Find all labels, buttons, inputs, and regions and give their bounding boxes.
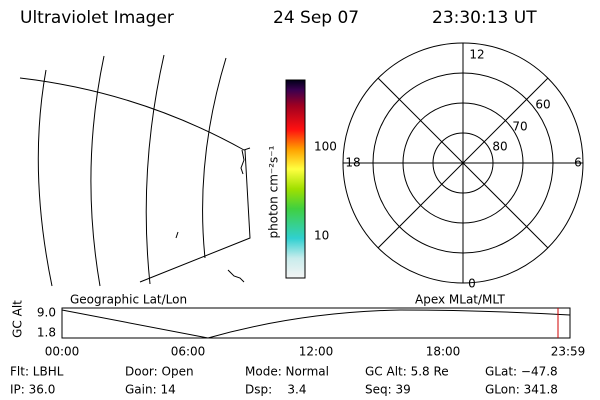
altitude-axis-label: GC Alt [11,300,25,338]
status-field: Seq: 39 [365,383,411,397]
mlt-label: 0 [468,277,476,291]
colorbar-tick: 100 [314,140,337,154]
time: 23:30:13 UT [432,8,537,28]
x-tick-label: 06:00 [171,345,206,359]
y-tick-label: 1.8 [37,326,56,340]
status-panel: Flt: LBHL Door: Open Mode: Normal GC Alt: 5… [10,365,558,397]
status-field: IP: 36.0 [10,383,55,397]
polar-label: Apex MLat/MLT [415,293,505,307]
map-label: Geographic Lat/Lon [70,293,187,307]
status-field: GC Alt: 5.8 Re [365,365,449,379]
title: Ultraviolet Imager [20,8,174,28]
polar-grid [342,42,584,284]
mlt-label: 18 [345,156,360,170]
status-field: GLon: 341.8 [485,383,558,397]
mlt-label: 12 [469,48,484,62]
status-field: Gain: 14 [125,383,176,397]
geographic-map [19,54,251,287]
altitude-curve [61,309,571,339]
status-field: Door: Open [125,365,194,379]
x-tick-label: 23:59 [551,345,586,359]
colorbar-label: photon cm⁻²s⁻¹ [267,145,281,238]
lat-label: 80 [492,140,507,154]
lat-label: 70 [512,120,527,134]
altitude-panel [61,307,571,339]
y-tick-label: 9.0 [37,306,56,320]
status-field: GLat: −47.8 [485,365,558,379]
mlt-label: 6 [574,156,582,170]
date: 24 Sep 07 [273,8,359,28]
lat-label: 60 [535,98,550,112]
status-field: Mode: Normal [245,365,329,379]
colorbar-tick: 10 [314,229,329,243]
x-tick-label: 18:00 [426,345,461,359]
x-tick-label: 12:00 [299,345,334,359]
status-field: Dsp: 3.4 [245,383,307,397]
status-field: Flt: LBHL [10,365,64,379]
colorbar [285,79,306,279]
x-tick-label: 00:00 [45,345,80,359]
